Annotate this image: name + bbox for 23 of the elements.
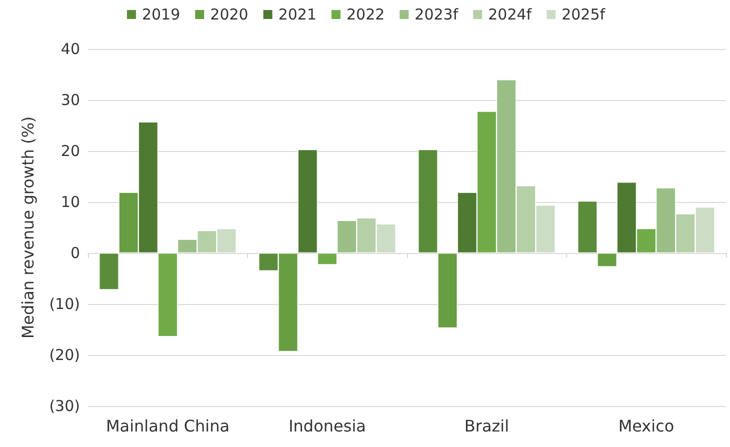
x-tick-label: Indonesia <box>288 416 366 436</box>
y-tick-label: 30 <box>60 91 80 109</box>
legend-label: 2021 <box>278 6 317 24</box>
legend-label: 2023f <box>414 6 459 24</box>
y-tick-label: 0 <box>70 244 80 262</box>
x-tick-label: Mainland China <box>106 416 230 436</box>
legend-label: 2020 <box>210 6 248 24</box>
bar <box>317 253 338 265</box>
legend-label: 2024f <box>488 6 532 24</box>
legend-label: 2022 <box>346 6 385 24</box>
bar <box>298 149 318 253</box>
y-tick-label: 40 <box>60 40 80 58</box>
y-tick-label: (20) <box>49 346 80 364</box>
y-tick-label: (30) <box>49 397 80 415</box>
y-tick-label: (10) <box>49 295 80 313</box>
bar <box>158 253 178 337</box>
legend-label: 2019 <box>142 6 180 24</box>
x-tick-label: Mexico <box>618 416 674 436</box>
y-tick-label: 20 <box>60 142 80 160</box>
legend-label: 2025f <box>562 6 606 24</box>
y-tick-label: 10 <box>60 193 80 211</box>
y-axis-title: Median revenue growth (%) <box>18 116 38 339</box>
x-tick-label: Brazil <box>464 416 510 436</box>
